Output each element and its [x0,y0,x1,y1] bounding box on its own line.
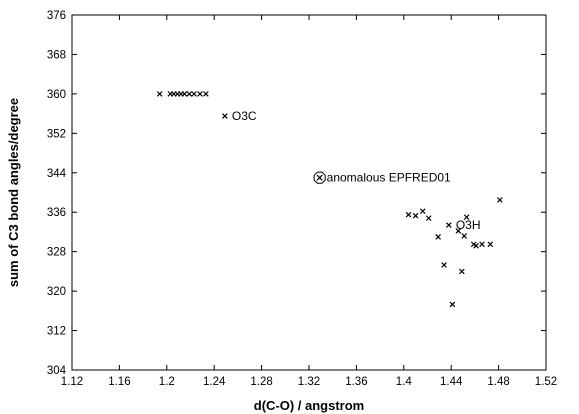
y-tick-label: 376 [47,10,66,22]
data-point [441,262,447,268]
x-tick-label: 1.12 [61,376,83,388]
data-point [479,241,485,248]
y-tick-label: 312 [47,326,66,338]
data-point [405,211,412,218]
data-point [191,91,197,97]
data-point [487,241,494,248]
x-tick-label: 1.4 [396,376,413,388]
point-annotation: O3H [456,218,481,232]
x-tick-label: 1.44 [440,376,463,388]
y-tick-label: 328 [47,247,66,259]
x-tick-label: 1.28 [250,376,272,388]
y-axis-ticks: 304 312 320 328 336 344 352 360 368 376 [47,10,546,377]
y-tick-label: 352 [47,128,66,140]
data-point [419,208,426,215]
plot-frame [71,14,547,371]
data-point [473,242,479,249]
x-axis-ticks: 1.12 1.16 1.2 1.24 1.28 1.32 1.36 1.4 1.44 1.48 1.… [61,15,557,388]
annotations: O3C anomalous EPFRED01 O3H [232,109,481,232]
data-point [156,91,163,97]
data-point [197,91,203,97]
y-tick-label: 304 [47,365,67,377]
x-tick-label: 1.48 [487,376,509,388]
y-axis-label: sum of C3 bond angles/degree [6,98,21,287]
x-tick-label: 1.52 [535,376,557,388]
y-tick-label: 336 [47,207,66,219]
data-point [461,233,468,239]
y-tick-label: 368 [47,49,66,61]
data-point [181,91,188,97]
point-annotation: O3C [232,109,257,123]
point-annotation: anomalous EPFRED01 [327,171,451,185]
x-tick-label: 1.2 [159,376,175,388]
data-point [425,215,432,221]
data-point [449,301,456,308]
data-point [459,268,465,275]
data-points [156,91,503,308]
x-tick-label: 1.32 [298,376,320,388]
data-point [203,91,209,97]
data-point [186,91,193,97]
data-point [412,212,419,219]
anomalous-data-point [313,171,326,184]
y-tick-label: 344 [47,168,67,180]
data-point [496,197,503,203]
x-tick-label: 1.24 [203,376,226,388]
y-tick-label: 320 [47,286,66,298]
data-point [435,234,441,240]
data-point [455,228,462,234]
data-point [222,113,228,119]
x-tick-label: 1.36 [345,376,367,388]
x-axis-label: d(C-O) / angstrom [254,398,365,413]
data-point [463,214,470,220]
y-tick-label: 360 [47,89,66,101]
data-point [446,222,452,228]
x-tick-label: 1.16 [108,376,130,388]
